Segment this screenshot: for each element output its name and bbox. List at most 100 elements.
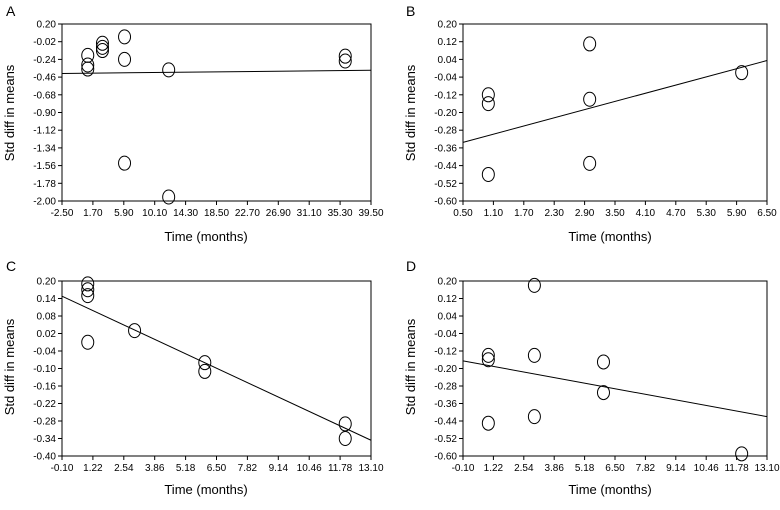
y-tick-label: 0.20 [37,277,57,288]
panel-label: A [6,3,16,19]
x-tick-label: 7.82 [636,463,656,474]
data-point [735,446,749,462]
x-tick-label: 3.50 [605,208,625,219]
x-tick-label: 31.10 [297,208,322,219]
x-axis-title: Time (months) [568,482,651,497]
y-tick-label: -0.04 [434,73,457,84]
y-tick-label: -0.40 [33,452,56,463]
data-point [527,347,541,363]
data-point [162,62,176,78]
y-tick-label: -0.36 [434,143,457,154]
x-tick-label: 9.14 [666,463,686,474]
x-tick-label: -0.10 [452,463,475,474]
x-tick-label: 18.50 [204,208,229,219]
x-tick-label: 10.46 [297,463,322,474]
x-tick-label: 5.90 [114,208,134,219]
x-tick-label: 5.30 [696,208,716,219]
x-tick-label: 1.70 [83,208,103,219]
data-point [596,354,610,370]
panel-b: B Std diff in means Time (months) 0.20 0.… [403,3,777,244]
x-tick-label: 4.10 [636,208,656,219]
data-point [198,363,212,379]
data-point [481,415,495,431]
y-tick-label: 0.12 [438,294,458,305]
x-tick-label: 11.78 [724,463,749,474]
x-tick-label: 1.22 [83,463,103,474]
y-tick-label: 0.12 [438,37,458,48]
y-tick-label: -1.34 [33,143,56,154]
y-tick-label: -0.90 [33,108,56,119]
data-point [583,155,597,171]
y-tick-label: -0.46 [33,73,56,84]
y-tick-label: -0.34 [33,434,56,445]
x-tick-label: 10.46 [694,463,719,474]
x-tick-label: 3.86 [544,463,564,474]
x-tick-label: 13.10 [358,463,383,474]
data-point [95,35,109,51]
data-point [338,48,352,64]
y-tick-label: -0.36 [434,399,457,410]
x-tick-label: -2.50 [51,208,74,219]
y-tick-label: -0.24 [33,55,56,66]
y-tick-label: -0.04 [434,329,457,340]
y-tick-label: -0.12 [434,90,457,101]
data-point [338,431,352,446]
y-tick-label: -0.28 [434,382,457,393]
x-tick-label: 2.54 [514,463,534,474]
data-point [481,96,495,112]
x-tick-label: 13.10 [754,463,779,474]
y-tick-label: -2.00 [33,197,56,208]
regression-line [462,60,768,143]
data-point [81,57,95,73]
x-axis-title: Time (months) [164,229,247,244]
data-point [481,166,495,182]
panel-d: D Std diff in means Time (months) 0.20 0.… [403,258,780,497]
data-point [596,385,610,401]
data-point [481,87,495,103]
y-axis-title: Std diff in means [2,64,17,161]
y-tick-label: -0.52 [434,179,457,190]
data-point [81,334,95,350]
y-tick-label: -1.12 [33,126,56,137]
regression-line [462,360,768,418]
data-point [81,276,95,292]
data-point [81,282,95,298]
panel-label: C [6,258,16,274]
regression-line [61,295,372,441]
regression-line [61,69,372,74]
y-tick-label: -0.16 [33,382,56,393]
plot-frame [462,23,768,202]
y-tick-label: -0.60 [434,197,457,208]
y-tick-label: 0.08 [37,312,57,323]
y-tick-label: 0.04 [438,55,458,66]
data-point [118,51,132,67]
x-tick-label: 22.70 [235,208,260,219]
data-point [481,347,495,363]
y-axis-title: Std diff in means [2,318,17,415]
x-tick-label: 2.90 [575,208,595,219]
y-tick-label: -1.56 [33,161,56,172]
x-tick-label: 1.22 [484,463,504,474]
y-tick-label: -0.68 [33,90,56,101]
plot-frame [462,280,768,457]
x-tick-label: 1.70 [514,208,534,219]
x-axis-title: Time (months) [164,482,247,497]
data-point [81,61,95,77]
y-tick-label: 0.20 [438,20,458,31]
panel-a: A Std diff in means Time (months) 0.20 -0… [2,3,384,244]
y-tick-label: 0.20 [438,277,458,288]
y-tick-label: 0.04 [438,312,458,323]
y-tick-label: -1.78 [33,179,56,190]
data-point [118,29,132,45]
data-point [338,416,352,432]
x-tick-label: 35.30 [328,208,353,219]
data-point [81,288,95,304]
x-tick-label: 11.78 [328,463,353,474]
data-point [527,409,541,425]
panel-label: B [406,3,415,19]
data-point [198,355,212,371]
x-tick-label: 7.82 [238,463,258,474]
x-tick-label: 5.90 [727,208,747,219]
y-tick-label: -0.10 [33,364,56,375]
y-tick-label: -0.60 [434,452,457,463]
